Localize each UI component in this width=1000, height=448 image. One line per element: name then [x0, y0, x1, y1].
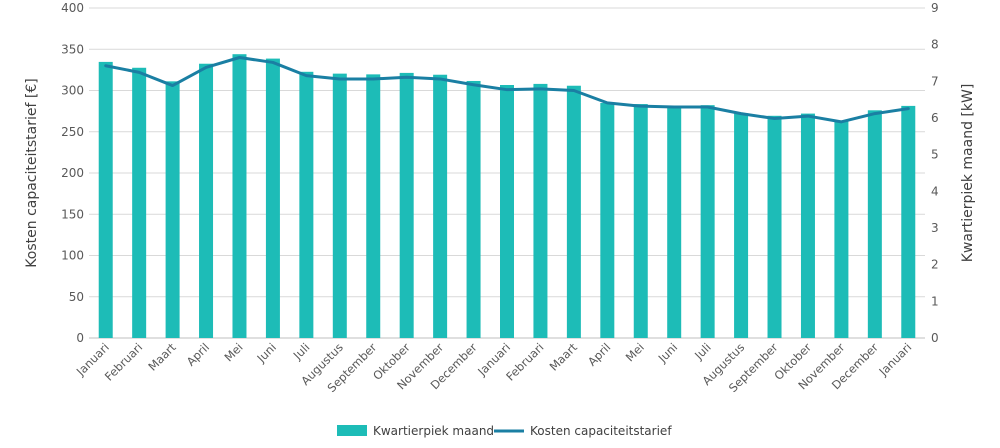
- bar: [633, 104, 648, 338]
- bar: [232, 54, 247, 338]
- bar: [566, 85, 581, 338]
- bar: [299, 71, 314, 339]
- bar: [466, 80, 481, 338]
- legend: Kwartierpiek maand Kosten capaciteitstari…: [337, 424, 672, 438]
- line-series: [104, 56, 910, 124]
- bar: [199, 63, 214, 338]
- bar: [667, 105, 682, 339]
- category-label: Maart: [547, 340, 581, 374]
- legend-label-bar: Kwartierpiek maand: [373, 424, 494, 438]
- category-label: Mei: [623, 340, 647, 364]
- right-axis-title: Kwartierpiek maand [kW]: [960, 84, 976, 263]
- left-tick-label: 300: [61, 84, 84, 98]
- left-axis-title: Kosten capaciteitstarief [€]: [24, 78, 40, 267]
- bar: [767, 115, 782, 338]
- bar: [800, 113, 815, 338]
- bar: [433, 74, 448, 338]
- bar: [399, 72, 414, 339]
- legend-swatch-bar: [337, 425, 367, 436]
- category-label: April: [184, 340, 212, 368]
- left-tick-label: 50: [69, 290, 84, 304]
- left-tick-label: 250: [61, 125, 84, 139]
- category-label: Juni: [253, 340, 279, 366]
- category-label: Maart: [145, 340, 179, 374]
- right-tick-label: 4: [931, 184, 939, 198]
- category-label: Mei: [221, 340, 245, 364]
- bar: [500, 85, 514, 338]
- legend-label-line: Kosten capaciteitstarief: [530, 424, 672, 438]
- category-label: Juli: [691, 340, 714, 363]
- bar-series: [98, 54, 916, 339]
- bar: [165, 81, 180, 338]
- bar: [98, 61, 113, 339]
- right-tick-label: 0: [931, 331, 939, 345]
- right-tick-label: 6: [931, 111, 939, 125]
- right-tick-label: 8: [931, 38, 939, 52]
- bar: [834, 120, 849, 338]
- category-label: April: [585, 340, 613, 368]
- bar: [132, 67, 147, 339]
- left-tick-label: 400: [61, 1, 84, 15]
- left-tick-label: 100: [61, 249, 84, 263]
- category-label: Januari: [876, 340, 915, 379]
- right-tick-label: 7: [931, 74, 939, 88]
- category-label: Juli: [290, 340, 313, 363]
- right-tick-label: 1: [931, 294, 939, 308]
- left-tick-label: 350: [61, 42, 84, 56]
- line-path: [104, 56, 910, 124]
- bar: [700, 105, 715, 339]
- bar: [901, 105, 916, 339]
- category-label: Juni: [655, 340, 681, 366]
- bar: [533, 83, 548, 339]
- bar: [366, 74, 381, 338]
- right-tick-label: 5: [931, 148, 939, 162]
- right-tick-label: 3: [931, 221, 939, 235]
- bar: [734, 113, 749, 338]
- bar: [332, 73, 347, 338]
- left-tick-label: 150: [61, 207, 84, 221]
- bar: [265, 58, 280, 338]
- bar: [600, 102, 615, 338]
- right-tick-label: 9: [931, 1, 939, 15]
- left-tick-label: 0: [76, 331, 84, 345]
- bar: [867, 110, 882, 338]
- left-tick-label: 200: [61, 166, 84, 180]
- right-tick-label: 2: [931, 258, 939, 272]
